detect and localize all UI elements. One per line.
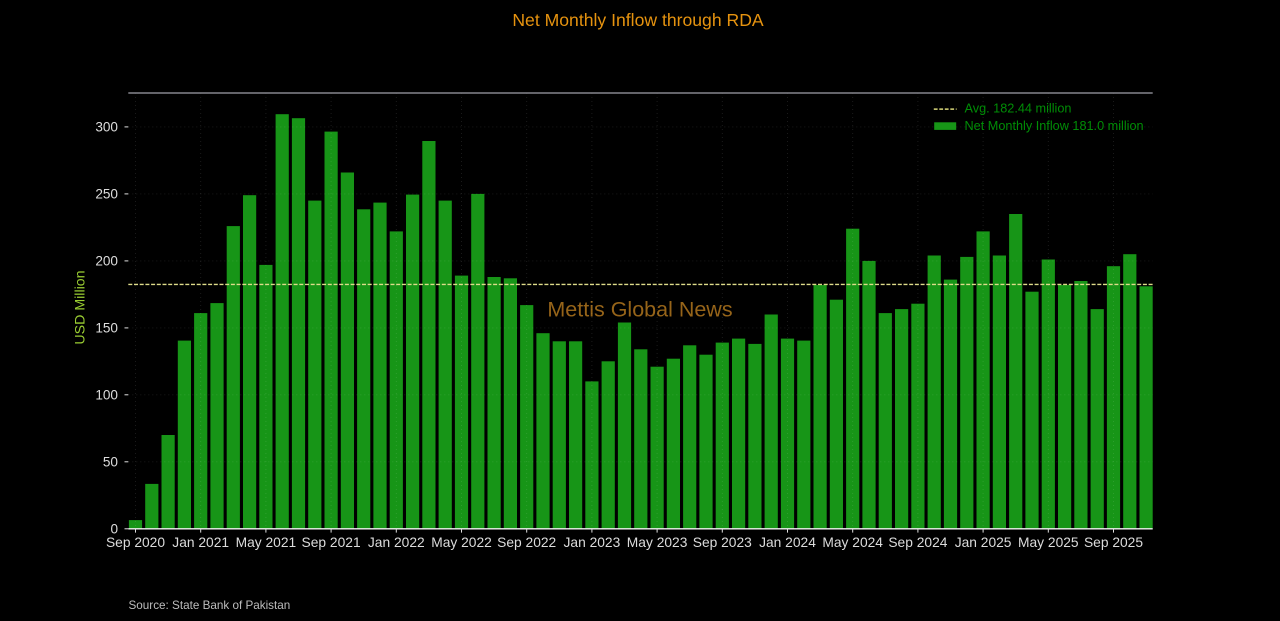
svg-text:Jan 2022: Jan 2022 bbox=[368, 535, 425, 550]
svg-text:Sep 2023: Sep 2023 bbox=[693, 535, 752, 550]
svg-text:Jan 2024: Jan 2024 bbox=[759, 535, 816, 550]
svg-text:300: 300 bbox=[95, 120, 118, 135]
svg-text:Jan 2021: Jan 2021 bbox=[172, 535, 229, 550]
svg-text:0: 0 bbox=[110, 522, 118, 537]
svg-text:May 2021: May 2021 bbox=[236, 535, 297, 550]
svg-text:Sep 2020: Sep 2020 bbox=[106, 535, 165, 550]
svg-text:100: 100 bbox=[95, 388, 118, 403]
svg-text:Net Monthly Inflow through RDA: Net Monthly Inflow through RDA bbox=[512, 10, 764, 30]
svg-text:50: 50 bbox=[103, 455, 119, 470]
svg-text:Sep 2024: Sep 2024 bbox=[888, 535, 947, 550]
svg-text:Sep 2021: Sep 2021 bbox=[302, 535, 361, 550]
svg-text:Sep 2025: Sep 2025 bbox=[1084, 535, 1143, 550]
svg-text:Avg. 182.44 million: Avg. 182.44 million bbox=[965, 102, 1072, 116]
svg-text:May 2023: May 2023 bbox=[627, 535, 688, 550]
svg-text:250: 250 bbox=[95, 187, 118, 202]
svg-text:Jan 2025: Jan 2025 bbox=[955, 535, 1012, 550]
svg-text:May 2024: May 2024 bbox=[822, 535, 883, 550]
svg-text:Jan 2023: Jan 2023 bbox=[564, 535, 621, 550]
svg-text:Source: State Bank of Pakistan: Source: State Bank of Pakistan bbox=[129, 599, 291, 612]
svg-text:Mettis Global News: Mettis Global News bbox=[547, 298, 732, 322]
svg-text:200: 200 bbox=[95, 254, 118, 269]
svg-text:150: 150 bbox=[95, 321, 118, 336]
svg-text:Sep 2022: Sep 2022 bbox=[497, 535, 556, 550]
svg-text:May 2025: May 2025 bbox=[1018, 535, 1079, 550]
svg-text:Net Monthly Inflow 181.0 milli: Net Monthly Inflow 181.0 million bbox=[965, 119, 1144, 133]
svg-text:USD Million: USD Million bbox=[73, 270, 89, 344]
svg-text:May 2022: May 2022 bbox=[431, 535, 492, 550]
